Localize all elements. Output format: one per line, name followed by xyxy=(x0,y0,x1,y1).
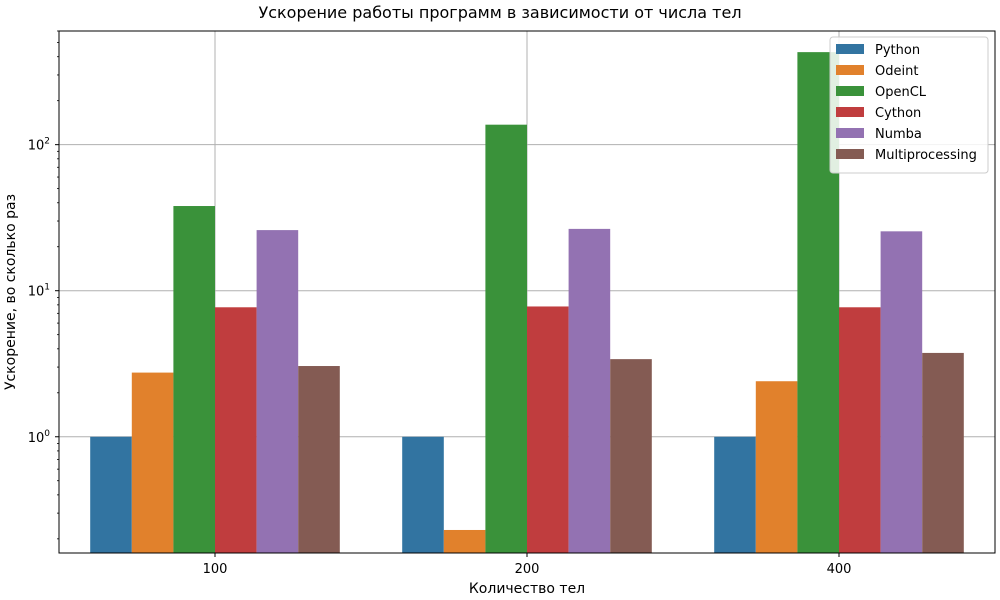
legend-swatch-python xyxy=(836,44,864,54)
legend-label-multiprocessing: Multiprocessing xyxy=(875,148,977,163)
legend-label-odeint: Odeint xyxy=(875,64,918,79)
x-tick-label: 200 xyxy=(515,562,540,577)
legend-swatch-numba xyxy=(836,128,864,138)
legend-box xyxy=(829,36,989,174)
legend-label-python: Python xyxy=(875,43,920,58)
bar-multiprocessing-200 xyxy=(610,359,652,553)
bar-cython-200 xyxy=(527,306,569,553)
y-tick-label: 102 xyxy=(28,137,50,154)
bar-opencl-100 xyxy=(173,206,215,553)
bar-numba-400 xyxy=(880,231,923,554)
legend-label-numba: Numba xyxy=(875,127,922,142)
x-tick-label: 100 xyxy=(203,562,228,577)
legend-swatch-cython xyxy=(836,107,864,117)
y-axis-title: Ускорение, во сколько раз xyxy=(3,194,19,390)
bar-odeint-400 xyxy=(755,381,798,553)
legend-label-cython: Cython xyxy=(875,106,921,121)
bar-odeint-100 xyxy=(131,372,174,553)
x-axis-title: Количество тел xyxy=(469,581,585,597)
bar-python-100 xyxy=(90,436,132,553)
bar-cython-100 xyxy=(215,307,257,553)
chart-title: Ускорение работы программ в зависимости … xyxy=(258,3,741,22)
legend: Python Odeint OpenCL Cython Numba Multiproces… xyxy=(829,36,989,174)
bar-odeint-200 xyxy=(443,529,486,553)
x-axis: 100 200 400 xyxy=(203,553,852,577)
bar-opencl-200 xyxy=(485,124,527,554)
y-axis: 100 101 102 xyxy=(28,30,59,540)
bar-python-200 xyxy=(402,436,444,553)
legend-swatch-multiprocessing xyxy=(836,149,864,159)
bar-multiprocessing-100 xyxy=(298,366,340,553)
x-tick-label: 400 xyxy=(827,562,852,577)
bar-numba-200 xyxy=(568,228,611,553)
bar-numba-100 xyxy=(256,230,299,553)
bars xyxy=(90,52,964,554)
y-tick-label: 100 xyxy=(28,429,51,446)
bar-python-400 xyxy=(714,436,756,553)
legend-swatch-odeint xyxy=(836,65,864,75)
y-tick-label: 101 xyxy=(28,283,50,300)
bar-multiprocessing-400 xyxy=(922,352,964,553)
bar-cython-400 xyxy=(839,307,881,553)
legend-label-opencl: OpenCL xyxy=(875,85,927,100)
legend-swatch-opencl xyxy=(836,86,864,96)
